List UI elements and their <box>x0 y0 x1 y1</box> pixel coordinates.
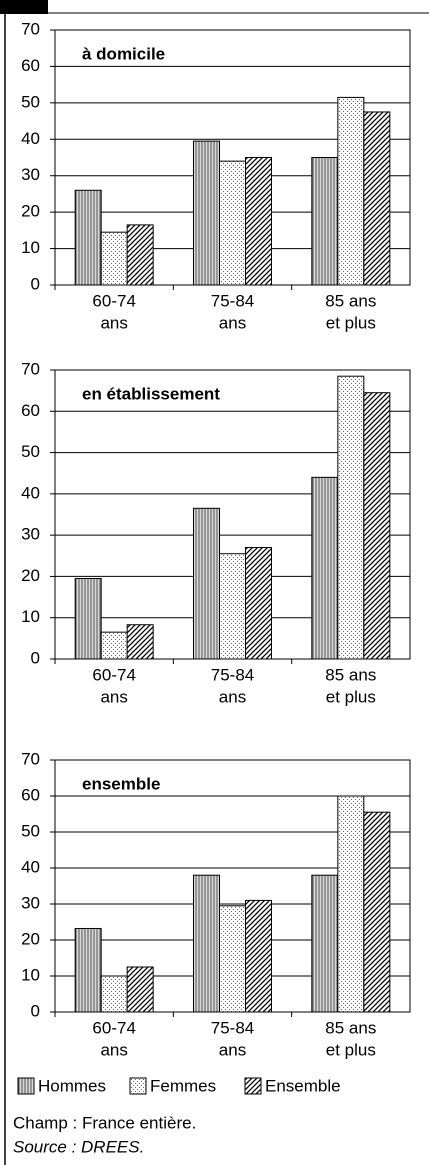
note: Champ : France entière. <box>13 1113 196 1132</box>
x-tick-label: et plus <box>326 1040 376 1059</box>
legend-label: Hommes <box>38 1076 106 1095</box>
bar <box>363 392 391 660</box>
chart-title: en établissement <box>82 384 220 403</box>
bar <box>245 547 272 660</box>
x-tick-label: 85 ans <box>325 665 376 684</box>
bar <box>126 224 154 286</box>
bar <box>311 874 339 1013</box>
legend-label: Ensemble <box>265 1076 341 1095</box>
chart-title: ensemble <box>82 774 160 793</box>
legend-swatch <box>17 1077 35 1095</box>
bar <box>74 189 102 286</box>
bar <box>337 375 365 660</box>
bar <box>363 811 391 1013</box>
legend-swatch <box>129 1077 147 1095</box>
x-tick-label: 85 ans <box>325 291 376 310</box>
y-tick-label: 20 <box>21 202 40 221</box>
y-tick-label: 0 <box>31 1001 40 1020</box>
bar <box>219 905 246 1013</box>
bar <box>311 476 339 660</box>
bar <box>193 140 220 286</box>
x-tick-label: 75-84 <box>211 291 254 310</box>
y-tick-label: 30 <box>21 165 40 184</box>
y-tick-label: 70 <box>21 749 40 768</box>
x-tick-label: ans <box>100 313 127 332</box>
bar <box>74 577 102 660</box>
chart-title: à domicile <box>82 44 165 63</box>
bar <box>245 157 272 286</box>
bar <box>100 631 128 660</box>
source: Source : DREES. <box>13 1137 144 1156</box>
y-tick-label: 20 <box>21 929 40 948</box>
y-tick-label: 60 <box>21 401 40 420</box>
bar <box>126 966 154 1013</box>
x-tick-label: ans <box>100 1040 127 1059</box>
legend-swatch <box>244 1077 262 1095</box>
bar <box>193 507 220 660</box>
bar <box>219 160 246 286</box>
y-tick-label: 10 <box>21 965 40 984</box>
x-tick-label: ans <box>219 1040 246 1059</box>
x-tick-label: ans <box>219 687 246 706</box>
bar <box>219 553 246 660</box>
x-tick-label: ans <box>219 313 246 332</box>
y-tick-label: 70 <box>21 359 40 378</box>
bar <box>193 874 220 1013</box>
header-block <box>0 0 48 14</box>
y-tick-label: 30 <box>21 525 40 544</box>
y-tick-label: 10 <box>21 607 40 626</box>
x-tick-label: 75-84 <box>211 665 254 684</box>
y-tick-label: 70 <box>21 19 40 38</box>
y-tick-label: 0 <box>31 648 40 667</box>
x-tick-label: ans <box>100 687 127 706</box>
bar <box>311 157 339 286</box>
y-tick-label: 20 <box>21 566 40 585</box>
bar <box>363 111 391 286</box>
x-tick-label: 60-74 <box>92 1018 135 1037</box>
legend-label: Femmes <box>150 1076 216 1095</box>
y-tick-label: 60 <box>21 56 40 75</box>
bar <box>100 975 128 1013</box>
bar <box>74 927 102 1013</box>
y-tick-label: 40 <box>21 483 40 502</box>
x-tick-label: 75-84 <box>211 1018 254 1037</box>
x-tick-label: et plus <box>326 313 376 332</box>
x-tick-label: 60-74 <box>92 291 135 310</box>
bar <box>100 231 128 286</box>
x-tick-label: 60-74 <box>92 665 135 684</box>
y-tick-label: 40 <box>21 857 40 876</box>
bar <box>337 795 365 1013</box>
x-tick-label: 85 ans <box>325 1018 376 1037</box>
bar <box>337 96 365 286</box>
y-tick-label: 10 <box>21 238 40 257</box>
y-tick-label: 40 <box>21 129 40 148</box>
x-tick-label: et plus <box>326 687 376 706</box>
y-tick-label: 60 <box>21 785 40 804</box>
y-tick-label: 0 <box>31 274 40 293</box>
y-tick-label: 50 <box>21 442 40 461</box>
y-tick-label: 50 <box>21 92 40 111</box>
bar <box>126 624 154 660</box>
y-tick-label: 30 <box>21 893 40 912</box>
bar <box>245 899 272 1013</box>
y-tick-label: 50 <box>21 821 40 840</box>
